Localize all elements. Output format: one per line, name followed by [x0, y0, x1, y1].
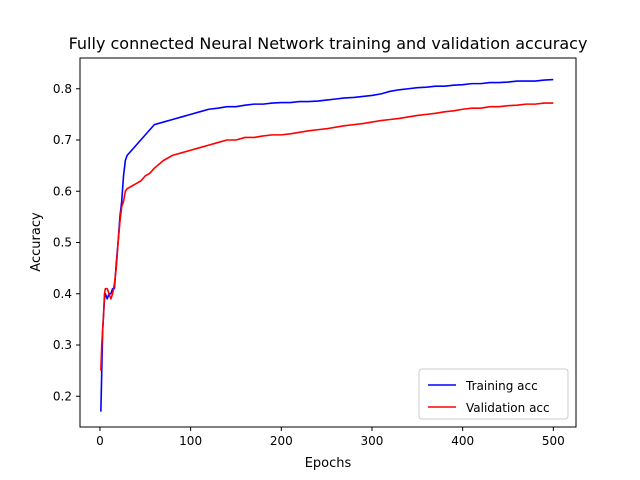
x-tick-label: 100 — [179, 434, 202, 448]
y-tick-label: 0.4 — [53, 287, 72, 301]
x-tick-label: 500 — [542, 434, 565, 448]
x-tick-label: 300 — [361, 434, 384, 448]
y-tick-label: 0.2 — [53, 389, 72, 403]
legend-box — [418, 368, 569, 420]
x-axis-label: Epochs — [305, 456, 352, 471]
y-tick-label: 0.7 — [53, 133, 72, 147]
x-tick-label: 0 — [96, 434, 104, 448]
y-tick-label: 0.3 — [53, 338, 72, 352]
series-line-validation-acc — [100, 102, 554, 371]
y-tick-label: 0.6 — [53, 184, 72, 198]
x-tick-label: 400 — [451, 434, 474, 448]
y-tick-label: 0.5 — [53, 236, 72, 250]
chart-title: Fully connected Neural Network training … — [69, 34, 588, 53]
y-axis-label: Accuracy — [29, 212, 44, 272]
x-tick-label: 200 — [270, 434, 293, 448]
plot-area — [100, 78, 554, 412]
y-tick-label: 0.8 — [53, 82, 72, 96]
axis-ticks: 0 100 200 300 400 500 0.2 0.3 0.4 0.5 0.6 0.7 0.8 — [53, 82, 565, 448]
axes-frame — [79, 57, 577, 428]
legend-label-training: Training acc — [465, 379, 538, 393]
legend-label-validation: Validation acc — [466, 401, 550, 415]
legend: Training acc Validation acc — [418, 368, 569, 420]
